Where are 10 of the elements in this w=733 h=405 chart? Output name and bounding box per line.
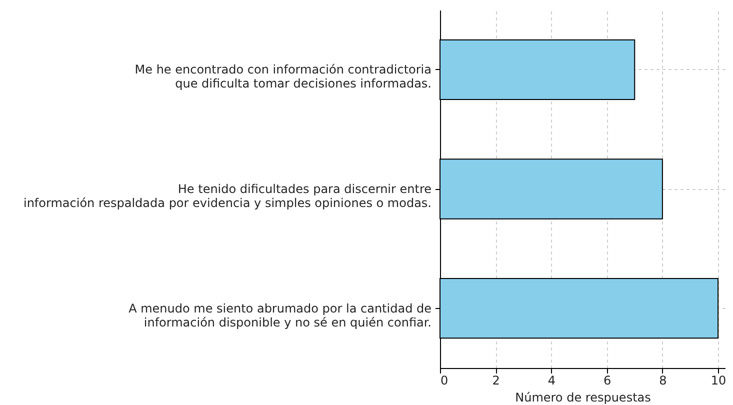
x-tick-label: 2 bbox=[492, 374, 500, 388]
x-tick-label: 6 bbox=[604, 374, 612, 388]
x-tick-label: 10 bbox=[710, 374, 726, 388]
x-tick-label: 4 bbox=[548, 374, 556, 388]
y-tick-label: Me he encontrado con información contradictoria que dificulta tomar decisiones informadas. bbox=[134, 62, 432, 91]
x-tick-label: 0 bbox=[440, 374, 448, 388]
x-axis-title: Número de respuestas bbox=[515, 390, 651, 404]
y-tick-label: A menudo me siento abrumado por la cantidad de información disponible y no sé en quién confiar. bbox=[128, 301, 432, 330]
x-tick-label: 8 bbox=[659, 374, 667, 388]
y-tick-label: He tenido dificultades para discernir entre información respaldada por evidencia y simples opiniones o modas. bbox=[23, 182, 432, 210]
